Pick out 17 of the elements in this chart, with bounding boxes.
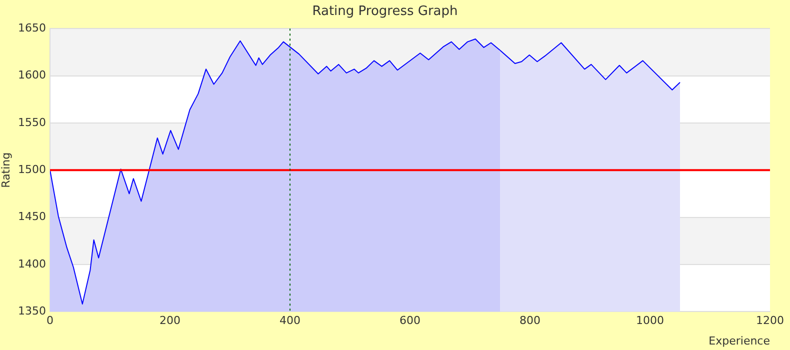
- y-axis-title: Rating: [0, 152, 12, 188]
- x-tick-label: 1200: [756, 314, 784, 328]
- x-tick-label: 600: [400, 314, 420, 328]
- y-tick-label: 1450: [18, 210, 46, 224]
- x-tick-label: 400: [280, 314, 300, 328]
- x-tick-label: 200: [160, 314, 180, 328]
- y-tick-label: 1400: [18, 257, 46, 270]
- chart-title: Rating Progress Graph: [312, 4, 458, 20]
- y-tick-label: 1350: [18, 304, 46, 318]
- y-tick-label: 1650: [18, 21, 46, 34]
- y-tick-label: 1550: [18, 116, 46, 129]
- x-axis-title: Experience: [708, 334, 770, 348]
- x-tick-label: 0: [46, 314, 54, 328]
- y-tick-label: 1500: [18, 162, 46, 176]
- x-tick-label: 800: [520, 314, 540, 328]
- x-tick-label: 1000: [636, 314, 664, 328]
- y-tick-label: 1600: [18, 68, 46, 82]
